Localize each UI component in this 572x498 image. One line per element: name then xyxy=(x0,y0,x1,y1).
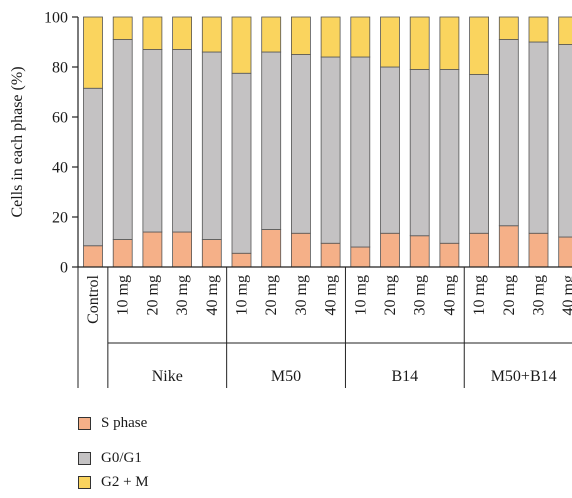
y-tick-label: 80 xyxy=(52,60,68,77)
y-axis: 0 20 40 60 80 100 xyxy=(44,10,79,277)
y-tick-label: 60 xyxy=(52,110,68,127)
bar-segment-g2m xyxy=(142,16,163,50)
bar-segment-g0g1 xyxy=(261,51,282,230)
x-category-label: Control xyxy=(85,274,102,323)
bar-segment-s-phase xyxy=(469,232,490,268)
bar-segment-g0g1 xyxy=(498,39,519,227)
x-category-label: 20 mg xyxy=(382,275,399,315)
bar-segment-g2m xyxy=(350,16,371,58)
bar-segment-g2m xyxy=(320,16,341,58)
y-tick-label: 40 xyxy=(52,160,68,177)
bar-segment-g0g1 xyxy=(201,51,222,240)
x-category-label: 20 mg xyxy=(501,275,518,315)
bar-segment-g2m xyxy=(290,16,311,55)
bar-segment-g0g1 xyxy=(558,44,572,238)
bar-segment-g2m xyxy=(498,16,519,40)
y-tick-label: 0 xyxy=(60,260,68,277)
group-label: Nike xyxy=(152,368,183,385)
bar-segment-s-phase xyxy=(498,225,519,268)
bar-segment-g0g1 xyxy=(290,54,311,234)
bar-segment-g0g1 xyxy=(409,69,430,237)
group-label: B14 xyxy=(392,368,419,385)
x-category-label: 40 mg xyxy=(204,275,221,315)
bar-segment-s-phase xyxy=(558,236,572,268)
bar-segment-g0g1 xyxy=(142,49,163,233)
x-category-label: 30 mg xyxy=(412,275,429,315)
bar-segment-s-phase xyxy=(201,239,222,268)
legend-label-g2m: G2 + M xyxy=(101,474,149,491)
y-axis-title: Cells in each phase (%) xyxy=(9,66,26,217)
bar-segment-s-phase xyxy=(172,231,193,268)
legend-label-g0g1: G0/G1 xyxy=(101,450,142,467)
y-tick-label: 20 xyxy=(52,210,68,227)
x-category-label: 30 mg xyxy=(174,275,191,315)
group-label: M50+B14 xyxy=(491,368,557,385)
bar-segment-g0g1 xyxy=(350,56,371,248)
bar-segment-g0g1 xyxy=(380,66,400,234)
bar-segment-g2m xyxy=(231,16,252,74)
x-category-label: 40 mg xyxy=(560,275,572,315)
legend-swatch-s-phase xyxy=(78,417,91,431)
bar-segment-g2m xyxy=(112,16,133,40)
bar-segment-g2m xyxy=(469,16,490,75)
bar-segment-s-phase xyxy=(231,252,252,268)
x-category-label: 10 mg xyxy=(115,275,132,315)
x-category-label: 10 mg xyxy=(234,275,251,315)
bar-segment-g2m xyxy=(261,16,282,53)
bar-segment-g0g1 xyxy=(320,56,341,244)
bar-segment-g0g1 xyxy=(439,69,460,244)
bar-segment-g0g1 xyxy=(528,41,549,234)
x-category-label: 10 mg xyxy=(352,275,369,315)
bar-segment-g0g1 xyxy=(172,49,193,233)
bar-segment-s-phase xyxy=(261,229,282,268)
legend-swatch-g0g1 xyxy=(78,452,91,466)
x-category-label: 20 mg xyxy=(263,275,280,315)
bar-segment-g2m xyxy=(439,16,460,70)
bar-segment-s-phase xyxy=(409,235,430,268)
bar-segment-g2m xyxy=(409,16,430,70)
bar-segment-s-phase xyxy=(380,232,400,268)
bar-segment-g2m xyxy=(201,16,222,53)
x-category-label: 10 mg xyxy=(471,275,488,315)
bar-segment-s-phase xyxy=(290,232,311,268)
bar-segment-g2m xyxy=(528,16,549,43)
bar-segment-s-phase xyxy=(528,232,549,268)
x-category-label: 40 mg xyxy=(441,275,458,315)
bar-segment-s-phase xyxy=(439,242,460,268)
legend-item-s-phase: S phase xyxy=(78,415,147,432)
x-category-label: 30 mg xyxy=(293,275,310,315)
bar-segment-g2m xyxy=(558,16,572,45)
bar-segment-s-phase xyxy=(320,242,341,268)
bar-segment-g2m xyxy=(380,16,400,68)
bar-segment-g0g1 xyxy=(83,87,103,247)
legend-label-s-phase: S phase xyxy=(101,415,148,432)
x-category-label: 30 mg xyxy=(531,275,548,315)
bar-segment-g2m xyxy=(172,16,193,50)
bar-segment-s-phase xyxy=(112,239,133,268)
x-category-label: 20 mg xyxy=(144,275,161,315)
bar-segment-s-phase xyxy=(83,245,103,268)
stacked-bar-chart: 0 20 40 60 80 100 Control 10 mg 20 mg 30 mg 40 mg… xyxy=(9,10,572,388)
bar-segment-g0g1 xyxy=(469,74,490,234)
x-axis: Control 10 mg 20 mg 30 mg 40 mg 10 mg 20 mg 30 … xyxy=(77,266,572,388)
bar-segment-g0g1 xyxy=(231,72,252,254)
bar-segment-s-phase xyxy=(350,246,371,268)
bar-segment-g2m xyxy=(83,16,103,89)
legend-item-g2m: G2 + M xyxy=(78,474,149,491)
y-tick-label: 100 xyxy=(44,10,68,27)
bar-segment-s-phase xyxy=(142,231,163,268)
legend-item-g0g1: G0/G1 xyxy=(78,450,142,467)
bar-segment-g0g1 xyxy=(112,39,133,240)
legend-swatch-g2m xyxy=(78,476,91,490)
bars-layer xyxy=(83,16,572,268)
x-category-label: 40 mg xyxy=(323,275,340,315)
group-label: M50 xyxy=(271,368,301,385)
